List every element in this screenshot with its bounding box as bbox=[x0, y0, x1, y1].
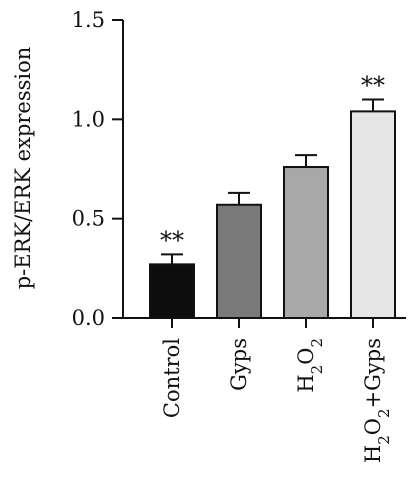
x-axis: Control Gyps H2O2 H2O2+Gyps bbox=[122, 317, 406, 463]
bar bbox=[149, 263, 195, 319]
y-axis-title: p-ERK/ERK expression bbox=[11, 47, 35, 290]
x-tick-label: H2O2 bbox=[294, 338, 326, 393]
significance-annotation: ** bbox=[160, 226, 184, 254]
x-tick-label: H2O2+Gyps bbox=[361, 338, 393, 463]
significance-annotation: ** bbox=[361, 71, 385, 99]
bar bbox=[216, 203, 262, 319]
bar bbox=[350, 110, 396, 319]
y-tick-label: 1.0 bbox=[72, 107, 105, 131]
y-axis: 0.0 0.5 1.0 1.5 bbox=[72, 8, 124, 330]
y-tick-label: 0.0 bbox=[72, 306, 105, 330]
bars: ** ** bbox=[149, 71, 396, 319]
bar bbox=[283, 166, 329, 319]
x-tick-label: Control bbox=[160, 338, 184, 418]
y-tick-label: 1.5 bbox=[72, 8, 105, 32]
x-tick-label: Gyps bbox=[227, 338, 251, 391]
y-tick-label: 0.5 bbox=[72, 207, 105, 231]
